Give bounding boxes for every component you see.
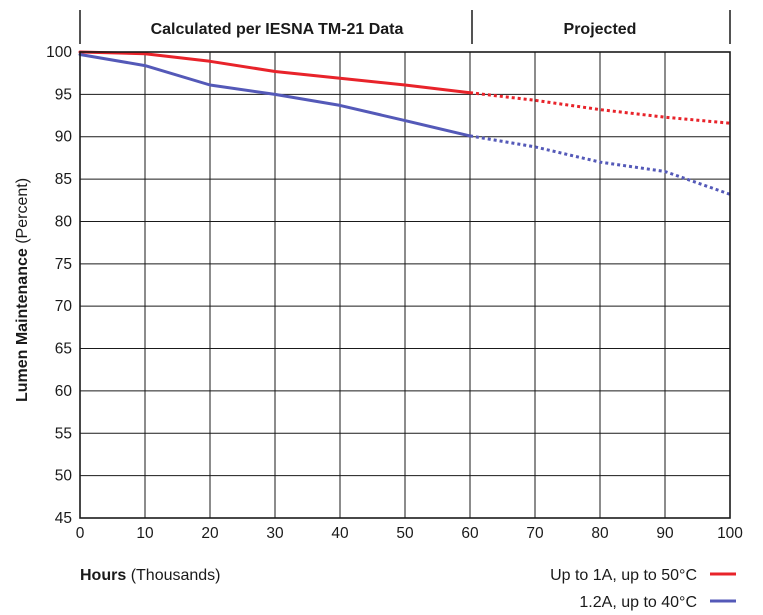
x-tick-label-40: 40 bbox=[331, 525, 349, 542]
x-tick-label-10: 10 bbox=[136, 525, 154, 542]
y-tick-label-75: 75 bbox=[55, 256, 72, 273]
section-label-calculated: Calculated per IESNA TM-21 Data bbox=[151, 21, 404, 38]
y-tick-label-80: 80 bbox=[55, 213, 73, 230]
x-axis-label-bold: Hours bbox=[80, 567, 126, 584]
y-tick-label-50: 50 bbox=[55, 468, 73, 485]
axes bbox=[79, 51, 731, 519]
x-tick-label-70: 70 bbox=[526, 525, 544, 542]
x-tick-label-80: 80 bbox=[591, 525, 609, 542]
chart-header: Calculated per IESNA TM-21 Data Projecte… bbox=[79, 10, 731, 44]
y-tick-label-85: 85 bbox=[55, 171, 72, 188]
y-axis-label: Lumen Maintenance (Percent) bbox=[14, 178, 31, 402]
series-1-calculated-line bbox=[78, 50, 472, 95]
y-tick-label-90: 90 bbox=[55, 129, 73, 146]
section-label-projected: Projected bbox=[564, 21, 637, 38]
x-axis-label: Hours (Thousands) bbox=[80, 567, 221, 584]
series-2-projected-line bbox=[469, 134, 731, 196]
x-tick-labels: 0 10 20 30 40 50 60 70 80 90 100 bbox=[76, 525, 744, 542]
series-2-calculated-line bbox=[78, 53, 472, 138]
series-lines bbox=[78, 50, 731, 196]
x-tick-label-90: 90 bbox=[656, 525, 674, 542]
y-tick-label-65: 65 bbox=[55, 341, 72, 358]
series-1-projected-line bbox=[469, 91, 731, 125]
y-tick-label-95: 95 bbox=[55, 86, 72, 103]
x-tick-label-50: 50 bbox=[396, 525, 414, 542]
legend-label-series-2: 1.2A, up to 40°C bbox=[579, 594, 697, 611]
x-tick-label-100: 100 bbox=[717, 525, 743, 542]
y-tick-label-60: 60 bbox=[55, 383, 73, 400]
y-tick-label-100: 100 bbox=[46, 44, 72, 61]
legend: Up to 1A, up to 50°C 1.2A, up to 40°C bbox=[550, 567, 736, 611]
y-tick-label-45: 45 bbox=[55, 510, 72, 527]
y-axis-label-unit: (Percent) bbox=[14, 178, 31, 244]
y-tick-label-70: 70 bbox=[55, 298, 73, 315]
x-tick-label-60: 60 bbox=[461, 525, 479, 542]
x-tick-label-30: 30 bbox=[266, 525, 284, 542]
grid bbox=[80, 52, 730, 518]
y-axis-label-bold: Lumen Maintenance bbox=[14, 248, 31, 402]
plot-frame bbox=[79, 51, 731, 519]
y-tick-labels: 45 50 55 60 65 70 75 80 85 90 95 100 bbox=[46, 44, 72, 527]
x-tick-label-0: 0 bbox=[76, 525, 85, 542]
x-axis-label-unit: (Thousands) bbox=[131, 567, 221, 584]
legend-label-series-1: Up to 1A, up to 50°C bbox=[550, 567, 697, 584]
y-tick-label-55: 55 bbox=[55, 425, 72, 442]
x-tick-label-20: 20 bbox=[201, 525, 219, 542]
